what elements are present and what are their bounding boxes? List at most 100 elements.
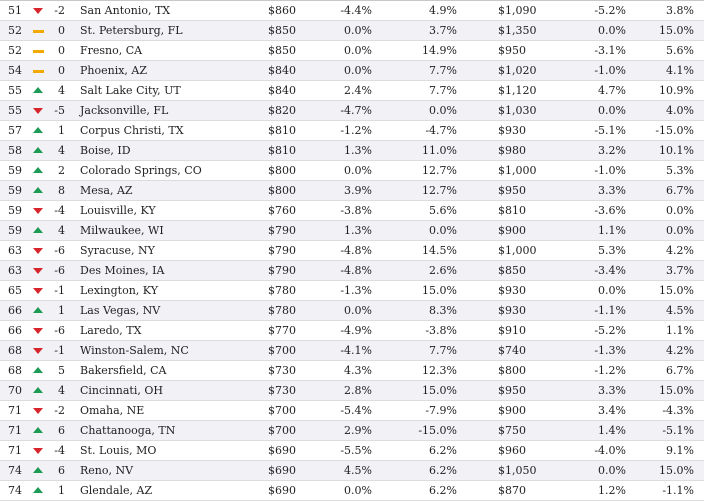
city-cell: Jacksonville, FL bbox=[80, 104, 169, 117]
city-cell: Corpus Christi, TX bbox=[80, 124, 184, 137]
mom-change-2br-cell: 1.2% bbox=[598, 484, 626, 497]
mom-change-2br-cell: 3.3% bbox=[598, 384, 626, 397]
table-row: 55 -5 Jacksonville, FL $820 -4.7% 0.0% $1,030 0… bbox=[0, 101, 704, 121]
rank-change-cell: -4 bbox=[54, 204, 65, 217]
city-cell: Reno, NV bbox=[80, 464, 134, 477]
rent-1br-cell: $690 bbox=[268, 464, 296, 477]
rank-cell: 58 bbox=[8, 144, 22, 157]
rank-cell: 71 bbox=[8, 444, 22, 457]
city-cell: Des Moines, IA bbox=[80, 264, 165, 277]
rent-1br-cell: $840 bbox=[268, 84, 296, 97]
triangle-up-icon bbox=[33, 481, 45, 501]
mom-change-1br-cell: 0.0% bbox=[344, 304, 372, 317]
rank-change-cell: 4 bbox=[58, 224, 65, 237]
yoy-change-1br-cell: 4.9% bbox=[429, 4, 457, 17]
rank-change-cell: 6 bbox=[58, 464, 65, 477]
city-cell: Lexington, KY bbox=[80, 284, 158, 297]
rent-1br-cell: $690 bbox=[268, 444, 296, 457]
rent-1br-cell: $800 bbox=[268, 164, 296, 177]
yoy-change-2br-cell: 4.2% bbox=[666, 244, 694, 257]
yoy-change-2br-cell: 10.1% bbox=[659, 144, 694, 157]
table-row: 52 0 Fresno, CA $850 0.0% 14.9% $950 -3.1% 5.6% bbox=[0, 41, 704, 61]
rank-cell: 68 bbox=[8, 344, 22, 357]
rent-1br-cell: $700 bbox=[268, 344, 296, 357]
rank-cell: 74 bbox=[8, 484, 22, 497]
mom-change-2br-cell: 3.2% bbox=[598, 144, 626, 157]
mom-change-1br-cell: 1.3% bbox=[344, 144, 372, 157]
rent-2br-cell: $1,350 bbox=[498, 24, 537, 37]
rent-1br-cell: $790 bbox=[268, 244, 296, 257]
rank-cell: 55 bbox=[8, 104, 22, 117]
mom-change-1br-cell: -4.8% bbox=[340, 244, 372, 257]
mom-change-2br-cell: 3.4% bbox=[598, 404, 626, 417]
table-row: 65 -1 Lexington, KY $780 -1.3% 15.0% $930 0.0% 1… bbox=[0, 281, 704, 301]
table-row: 70 4 Cincinnati, OH $730 2.8% 15.0% $950 3.3% 15… bbox=[0, 381, 704, 401]
rank-cell: 59 bbox=[8, 164, 22, 177]
rent-1br-cell: $790 bbox=[268, 224, 296, 237]
rent-2br-cell: $930 bbox=[498, 304, 526, 317]
rank-cell: 59 bbox=[8, 224, 22, 237]
mom-change-2br-cell: -1.3% bbox=[594, 344, 626, 357]
mom-change-2br-cell: -5.2% bbox=[594, 4, 626, 17]
mom-change-1br-cell: -3.8% bbox=[340, 204, 372, 217]
city-cell: Milwaukee, WI bbox=[80, 224, 164, 237]
city-cell: Chattanooga, TN bbox=[80, 424, 176, 437]
table-row: 51 -2 San Antonio, TX $860 -4.4% 4.9% $1,090 -5… bbox=[0, 1, 704, 21]
yoy-change-2br-cell: -4.3% bbox=[662, 404, 694, 417]
yoy-change-1br-cell: 6.2% bbox=[429, 464, 457, 477]
rank-cell: 59 bbox=[8, 204, 22, 217]
triangle-down-icon bbox=[33, 321, 45, 341]
rank-change-cell: 4 bbox=[58, 384, 65, 397]
triangle-down-icon bbox=[33, 261, 45, 281]
yoy-change-2br-cell: 6.7% bbox=[666, 184, 694, 197]
rank-change-cell: 4 bbox=[58, 144, 65, 157]
rent-1br-cell: $730 bbox=[268, 364, 296, 377]
city-cell: Mesa, AZ bbox=[80, 184, 133, 197]
mom-change-1br-cell: 2.8% bbox=[344, 384, 372, 397]
yoy-change-1br-cell: 12.3% bbox=[422, 364, 457, 377]
rank-cell: 52 bbox=[8, 24, 22, 37]
rent-1br-cell: $730 bbox=[268, 384, 296, 397]
yoy-change-1br-cell: 15.0% bbox=[422, 284, 457, 297]
mom-change-2br-cell: 1.4% bbox=[598, 424, 626, 437]
rank-change-cell: -1 bbox=[54, 284, 65, 297]
mom-change-1br-cell: -4.9% bbox=[340, 324, 372, 337]
mom-change-2br-cell: -1.2% bbox=[594, 364, 626, 377]
dash-icon bbox=[33, 21, 45, 41]
table-row: 59 4 Milwaukee, WI $790 1.3% 0.0% $900 1.1% 0.0% bbox=[0, 221, 704, 241]
yoy-change-2br-cell: -15.0% bbox=[655, 124, 694, 137]
rank-change-cell: 8 bbox=[58, 184, 65, 197]
yoy-change-2br-cell: 3.7% bbox=[666, 264, 694, 277]
mom-change-1br-cell: 0.0% bbox=[344, 484, 372, 497]
triangle-up-icon bbox=[33, 461, 45, 481]
city-cell: Cincinnati, OH bbox=[80, 384, 163, 397]
rank-change-cell: 0 bbox=[58, 44, 65, 57]
mom-change-1br-cell: -5.4% bbox=[340, 404, 372, 417]
rank-change-cell: 0 bbox=[58, 64, 65, 77]
table-row: 59 -4 Louisville, KY $760 -3.8% 5.6% $810 -3.6%… bbox=[0, 201, 704, 221]
table-row: 52 0 St. Petersburg, FL $850 0.0% 3.7% $1,350 0… bbox=[0, 21, 704, 41]
rent-1br-cell: $840 bbox=[268, 64, 296, 77]
yoy-change-1br-cell: 6.2% bbox=[429, 484, 457, 497]
rank-change-cell: 4 bbox=[58, 84, 65, 97]
rank-change-cell: -1 bbox=[54, 344, 65, 357]
mom-change-2br-cell: 1.1% bbox=[598, 224, 626, 237]
yoy-change-1br-cell: 14.5% bbox=[422, 244, 457, 257]
yoy-change-2br-cell: 3.8% bbox=[666, 4, 694, 17]
rank-cell: 66 bbox=[8, 304, 22, 317]
mom-change-2br-cell: 0.0% bbox=[598, 464, 626, 477]
table-row: 68 -1 Winston-Salem, NC $700 -4.1% 7.7% $740 -1… bbox=[0, 341, 704, 361]
mom-change-1br-cell: 0.0% bbox=[344, 44, 372, 57]
table-row: 74 1 Glendale, AZ $690 0.0% 6.2% $870 1.2% -1.1% bbox=[0, 481, 704, 501]
mom-change-2br-cell: -4.0% bbox=[594, 444, 626, 457]
yoy-change-1br-cell: 12.7% bbox=[422, 164, 457, 177]
triangle-down-icon bbox=[33, 341, 45, 361]
rank-cell: 54 bbox=[8, 64, 22, 77]
yoy-change-1br-cell: 0.0% bbox=[429, 224, 457, 237]
rent-2br-cell: $850 bbox=[498, 264, 526, 277]
yoy-change-2br-cell: 1.1% bbox=[666, 324, 694, 337]
table-row: 59 8 Mesa, AZ $800 3.9% 12.7% $950 3.3% 6.7% bbox=[0, 181, 704, 201]
mom-change-2br-cell: 0.0% bbox=[598, 24, 626, 37]
city-cell: Salt Lake City, UT bbox=[80, 84, 181, 97]
triangle-up-icon bbox=[33, 381, 45, 401]
